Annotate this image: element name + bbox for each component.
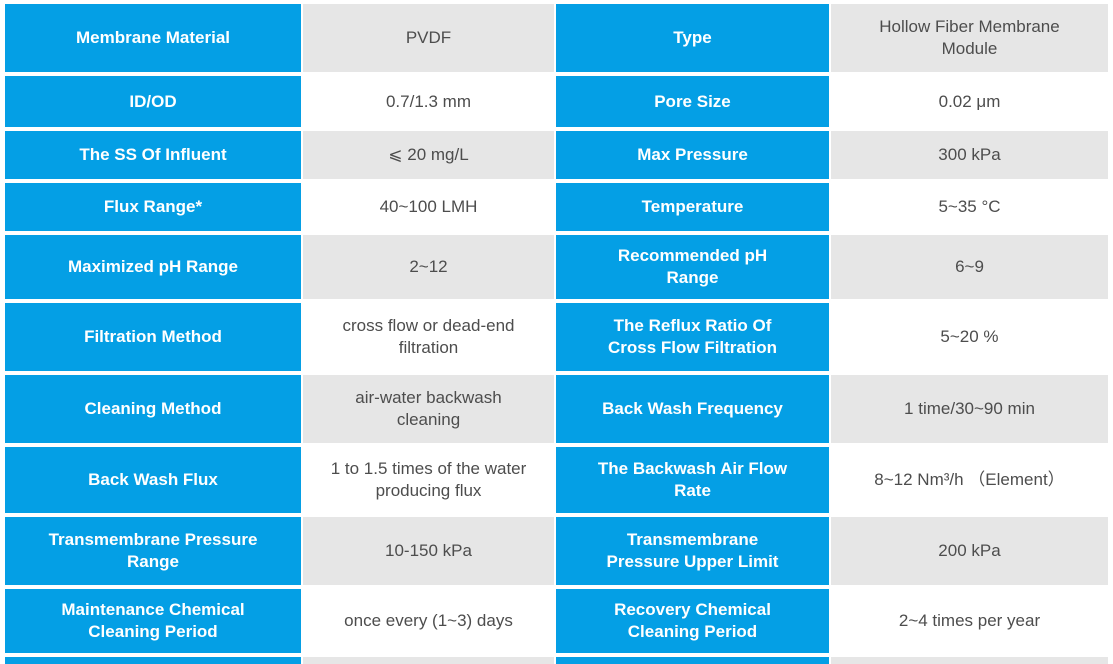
- value-transmembrane-pressure-upper-limit: 200 kPa: [831, 517, 1108, 585]
- value-membrane-material: PVDF: [303, 4, 554, 72]
- value-id-od: 0.7/1.3 mm: [303, 76, 554, 127]
- cutoff-row-label-left: [5, 657, 301, 664]
- value-flux-range: 40~100 LMH: [303, 183, 554, 231]
- label-transmembrane-pressure-upper-limit: Transmembrane Pressure Upper Limit: [556, 517, 829, 585]
- cutoff-row-label-right: [556, 657, 829, 664]
- label-type: Type: [556, 4, 829, 72]
- value-max-pressure: 300 kPa: [831, 131, 1108, 179]
- label-backwash-air-flow-rate: The Backwash Air Flow Rate: [556, 447, 829, 513]
- value-filtration-method: cross flow or dead-end filtration: [303, 303, 554, 371]
- label-max-pressure: Max Pressure: [556, 131, 829, 179]
- value-ss-of-influent: ⩽ 20 mg/L: [303, 131, 554, 179]
- label-maximized-ph-range: Maximized pH Range: [5, 235, 301, 299]
- value-transmembrane-pressure-range: 10-150 kPa: [303, 517, 554, 585]
- value-temperature: 5~35 °C: [831, 183, 1108, 231]
- cutoff-row-value-right: [831, 657, 1108, 664]
- label-back-wash-frequency: Back Wash Frequency: [556, 375, 829, 443]
- value-back-wash-flux: 1 to 1.5 times of the water producing fl…: [303, 447, 554, 513]
- label-temperature: Temperature: [556, 183, 829, 231]
- label-filtration-method: Filtration Method: [5, 303, 301, 371]
- label-id-od: ID/OD: [5, 76, 301, 127]
- value-type: Hollow Fiber Membrane Module: [831, 4, 1108, 72]
- value-recommended-ph-range: 6~9: [831, 235, 1108, 299]
- value-reflux-ratio: 5~20 %: [831, 303, 1108, 371]
- label-membrane-material: Membrane Material: [5, 4, 301, 72]
- label-maintenance-chemical-cleaning-period: Maintenance Chemical Cleaning Period: [5, 589, 301, 653]
- value-maximized-ph-range: 2~12: [303, 235, 554, 299]
- label-flux-range: Flux Range*: [5, 183, 301, 231]
- label-ss-of-influent: The SS Of Influent: [5, 131, 301, 179]
- value-recovery-chemical-cleaning-period: 2~4 times per year: [831, 589, 1108, 653]
- value-cleaning-method: air-water backwash cleaning: [303, 375, 554, 443]
- label-recommended-ph-range: Recommended pH Range: [556, 235, 829, 299]
- value-backwash-air-flow-rate: 8~12 Nm³/h （Element）: [831, 447, 1108, 513]
- label-cleaning-method: Cleaning Method: [5, 375, 301, 443]
- label-back-wash-flux: Back Wash Flux: [5, 447, 301, 513]
- label-recovery-chemical-cleaning-period: Recovery Chemical Cleaning Period: [556, 589, 829, 653]
- label-pore-size: Pore Size: [556, 76, 829, 127]
- cutoff-row-value-left: [303, 657, 554, 664]
- label-transmembrane-pressure-range: Transmembrane Pressure Range: [5, 517, 301, 585]
- value-back-wash-frequency: 1 time/30~90 min: [831, 375, 1108, 443]
- label-reflux-ratio: The Reflux Ratio Of Cross Flow Filtratio…: [556, 303, 829, 371]
- value-pore-size: 0.02 μm: [831, 76, 1108, 127]
- value-maintenance-chemical-cleaning-period: once every (1~3) days: [303, 589, 554, 653]
